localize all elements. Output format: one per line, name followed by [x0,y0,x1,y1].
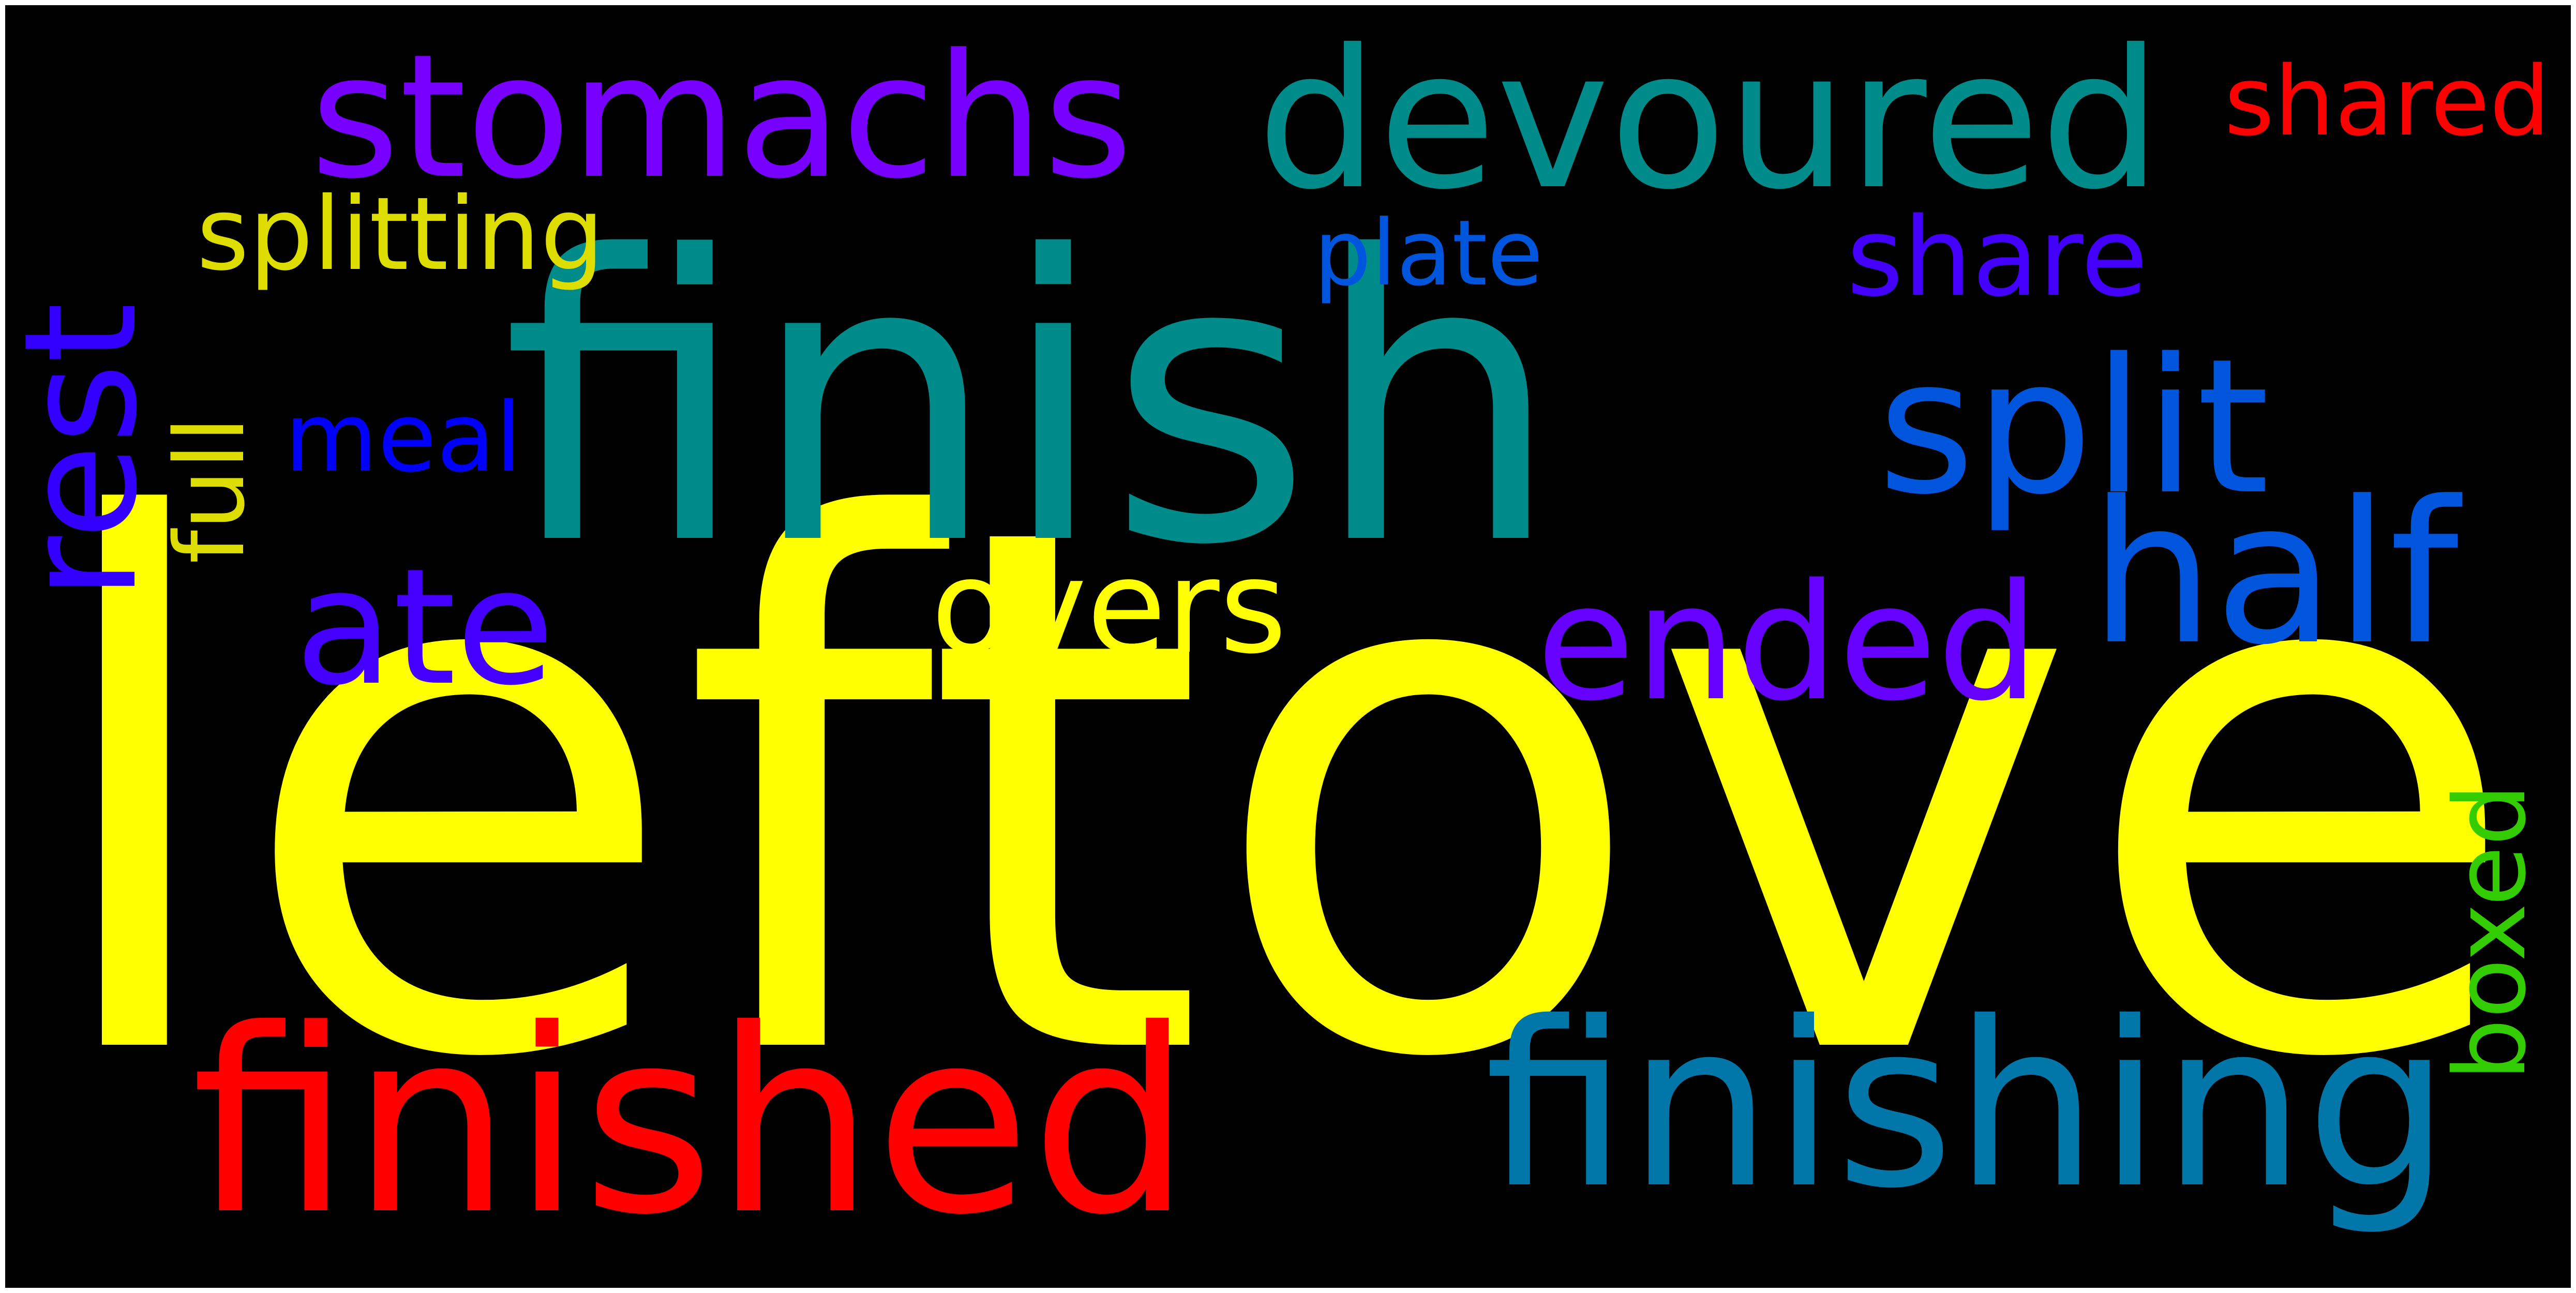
word-split: split [1878,319,2269,535]
word-finishing: finishing [1485,973,2450,1238]
word-ended: ended [1536,550,2039,736]
word-overs: rest [5,303,171,600]
word-cloud-canvas: leftover finish finished finishing devou… [5,9,2571,1270]
word-cloud: leftover finish finished finishing devou… [5,5,2571,1288]
word-meal: splitting [197,175,604,293]
word-half: half [2090,459,2463,688]
word-rest: full [154,416,266,564]
word-shared: boxed [2433,784,2548,1081]
word-stomachs: stomachs [310,18,1132,216]
word-finish: finish [502,174,1562,631]
word-ate: ate [295,534,555,721]
word-boxed: plate [1314,201,1543,306]
word-splitting: share [1847,194,2148,321]
word-share: overs [931,532,1287,682]
word-plate: shared [2224,46,2550,157]
word-devoured: devoured [1257,9,2162,232]
word-leftover: leftover [34,373,2571,1216]
word-full: meal [284,382,522,493]
word-finished: finished [191,975,1192,1270]
